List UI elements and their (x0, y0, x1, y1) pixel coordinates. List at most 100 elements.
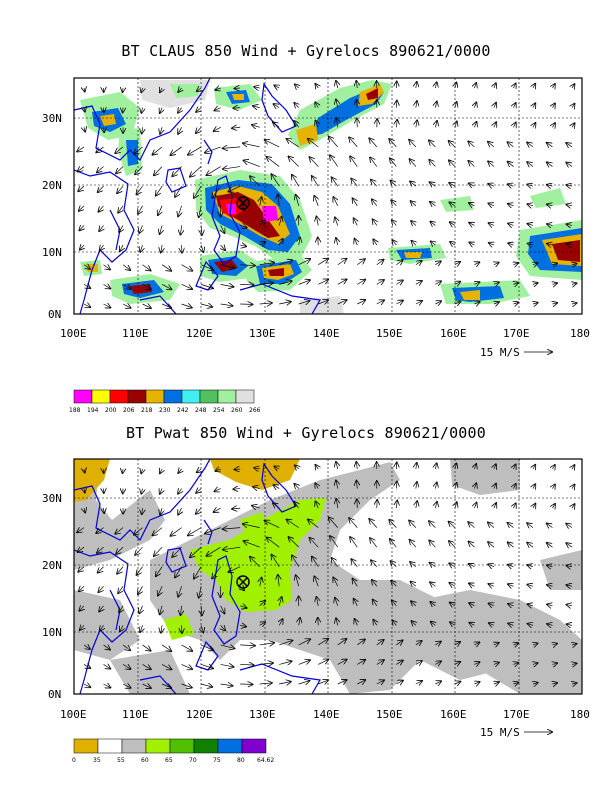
wind-arrow (435, 502, 437, 509)
wind-arrow (99, 605, 103, 612)
wind-arrow (296, 195, 299, 206)
wind-arrow (372, 580, 377, 587)
wind-arrow (356, 100, 357, 108)
wind-arrow (142, 664, 151, 669)
wind-arrow (474, 483, 476, 488)
wind-arrow (220, 645, 235, 648)
panel1-lon-ticks: 100E 110E 120E 130E 140E 150E 160E 170E … (60, 327, 590, 340)
lon-label: 100E (60, 327, 87, 340)
wind-arrow (181, 284, 193, 289)
wind-arrow (474, 464, 476, 469)
wind-arrow (468, 522, 475, 528)
wind-arrow (494, 103, 496, 108)
wind-arrow (83, 684, 90, 687)
wind-arrow (123, 88, 124, 92)
wind-arrow (429, 160, 436, 167)
wind-arrow (449, 522, 456, 528)
wind-arrow (161, 264, 171, 271)
wind-arrow (450, 222, 455, 225)
wind-arrow (572, 104, 575, 108)
wind-arrow (389, 139, 397, 148)
wind-arrow (279, 619, 282, 626)
wind-arrow (260, 242, 265, 245)
wind-arrow (160, 605, 162, 614)
wind-arrow (175, 185, 182, 197)
wind-arrow (392, 620, 396, 625)
colorbar-label: 55 (117, 757, 125, 764)
wind-arrow (84, 508, 85, 512)
wind-arrow (415, 641, 422, 645)
wind-arrow (296, 575, 299, 587)
wind-arrow (354, 218, 358, 226)
wind-arrow (357, 639, 365, 646)
wind-arrow (84, 127, 85, 131)
wind-arrow (271, 174, 280, 187)
wind-arrow (474, 503, 476, 508)
wind-arrow (316, 217, 318, 226)
panel2-colorbar: 0 35 55 60 65 70 75 80 64.62 (72, 738, 274, 764)
wind-arrow (292, 175, 300, 187)
wind-arrow (455, 121, 457, 128)
wind-arrow (468, 141, 475, 148)
wind-arrow (450, 603, 455, 606)
wind-arrow (315, 121, 318, 128)
colorbar-label: 60 (141, 757, 149, 764)
wind-arrow (292, 555, 300, 567)
wind-arrow (353, 198, 358, 207)
scale-label: 15 M/S (480, 346, 520, 359)
wind-arrow (135, 166, 143, 175)
wind-arrow (178, 205, 182, 216)
wind-arrow (415, 301, 422, 304)
wind-arrow (220, 304, 233, 306)
wind-arrow (278, 194, 279, 206)
wind-arrow (455, 682, 460, 684)
wind-arrow (83, 304, 90, 307)
wind-arrow (119, 605, 123, 613)
wind-arrow (350, 156, 358, 167)
wind-arrow (411, 201, 416, 206)
wind-arrow (533, 465, 535, 469)
wind-arrow (489, 623, 494, 625)
wind-arrow (533, 504, 535, 508)
lat-label: 0N (48, 308, 61, 321)
wind-arrow (122, 284, 130, 289)
wind-arrow (391, 581, 396, 587)
wind-arrow (160, 88, 162, 92)
wind-arrow (299, 618, 300, 626)
wind-arrow (513, 103, 515, 108)
wind-arrow (411, 582, 416, 587)
lon-label: 160E (440, 327, 467, 340)
wind-arrow (547, 523, 553, 527)
wind-arrow (116, 166, 124, 174)
wind-arrow (494, 682, 499, 684)
wind-arrow (488, 184, 495, 186)
wind-arrow (508, 204, 514, 206)
wind-arrow (455, 282, 460, 285)
wind-arrow (552, 644, 556, 645)
wind-arrow (396, 681, 403, 684)
wind-arrow (449, 563, 456, 566)
wind-arrow (333, 578, 337, 587)
wind-arrow (357, 280, 365, 285)
wind-arrow (566, 543, 573, 547)
wind-arrow (508, 584, 514, 586)
wind-arrow (80, 625, 84, 630)
wind-arrow (259, 263, 274, 265)
panel1-wind-vectors (77, 81, 576, 308)
wind-arrow (136, 566, 143, 575)
wind-arrow (206, 166, 221, 176)
wind-arrow (435, 463, 436, 470)
wind-arrow (139, 225, 142, 233)
wind-arrow (122, 304, 131, 308)
wind-arrow (265, 521, 280, 528)
wind-arrow (455, 302, 460, 304)
wind-arrow (240, 284, 253, 285)
wind-arrow (308, 139, 319, 148)
wind-arrow (158, 205, 162, 215)
wind-arrow (205, 527, 221, 534)
wind-arrow (494, 83, 496, 88)
wind-arrow (566, 143, 573, 147)
wind-arrow (533, 84, 535, 88)
wind-arrow (315, 483, 318, 488)
wind-arrow (468, 161, 475, 167)
